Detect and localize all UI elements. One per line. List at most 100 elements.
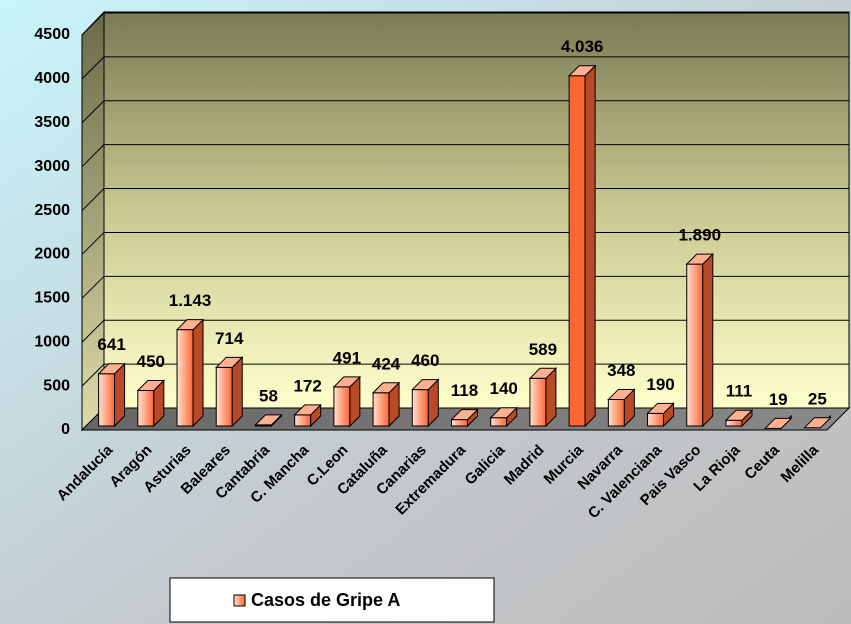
bar xyxy=(175,318,205,428)
bar-front xyxy=(686,263,704,427)
data-label: 348 xyxy=(607,361,635,380)
y-tick-label: 0 xyxy=(61,421,70,438)
bar xyxy=(607,388,636,428)
bar-front xyxy=(137,390,155,427)
bar xyxy=(803,414,832,430)
bar-top xyxy=(607,388,636,400)
bar-top xyxy=(254,414,283,426)
bar-front xyxy=(372,392,390,427)
bar xyxy=(450,408,479,428)
legend-box xyxy=(169,577,495,623)
data-label: 1.890 xyxy=(678,226,721,245)
data-label: 460 xyxy=(411,351,439,370)
bar-top xyxy=(489,407,518,419)
bar xyxy=(685,252,714,428)
y-tick-label: 3500 xyxy=(34,114,70,131)
bar-top xyxy=(803,417,832,429)
bar-side xyxy=(192,318,204,428)
bar-front xyxy=(215,366,233,427)
legend: Casos de Gripe A xyxy=(169,577,495,623)
y-tick-label: 3000 xyxy=(34,158,70,175)
legend-swatch xyxy=(233,594,246,607)
bar-side xyxy=(702,252,714,428)
y-tick-label: 2500 xyxy=(34,202,70,219)
grid-line xyxy=(81,231,849,255)
bar-front xyxy=(451,419,468,427)
data-label: 118 xyxy=(451,381,478,400)
bar-top xyxy=(646,402,675,414)
bar-front xyxy=(490,417,508,427)
bar xyxy=(763,414,793,430)
bar xyxy=(97,362,126,428)
y-tick-label: 4000 xyxy=(34,70,70,87)
data-label: 111 xyxy=(726,382,753,401)
back-wall xyxy=(103,11,850,409)
y-tick-label: 500 xyxy=(43,377,70,394)
bar-front xyxy=(607,398,625,427)
grid-line xyxy=(81,56,849,80)
data-label: 491 xyxy=(333,348,361,367)
data-label: 25 xyxy=(808,389,827,408)
data-label: 714 xyxy=(215,329,244,348)
legend-label: Casos de Gripe A xyxy=(251,590,400,610)
bar-top xyxy=(175,319,205,331)
bar xyxy=(215,356,244,428)
data-label: 424 xyxy=(372,354,401,373)
bar xyxy=(489,406,518,428)
y-tick-label: 2000 xyxy=(34,246,70,263)
bar xyxy=(254,413,283,428)
bar-front xyxy=(568,75,586,427)
bar-top xyxy=(97,363,126,375)
data-label: 140 xyxy=(490,379,518,398)
bar-front xyxy=(294,414,312,427)
bar xyxy=(646,402,675,428)
bar-top xyxy=(528,367,558,379)
bar xyxy=(332,375,362,428)
bar-top xyxy=(215,356,244,368)
data-label: 4.036 xyxy=(561,37,604,56)
bar xyxy=(136,379,166,428)
bar-front xyxy=(529,377,547,427)
bar-side xyxy=(114,362,126,428)
bar xyxy=(371,381,401,428)
bar xyxy=(528,367,558,428)
bar-side xyxy=(584,64,596,428)
bar-front xyxy=(411,389,429,427)
bar-front xyxy=(647,412,665,427)
data-label: 450 xyxy=(137,352,165,371)
bar xyxy=(567,64,597,428)
bar-top xyxy=(724,409,754,421)
bar-side xyxy=(231,356,243,428)
grid-line xyxy=(81,363,849,387)
y-tick-label: 1500 xyxy=(34,290,70,307)
bar xyxy=(411,378,440,428)
bar-front xyxy=(725,419,743,427)
data-label: 58 xyxy=(259,386,278,405)
bar-front xyxy=(98,373,116,427)
bar-front xyxy=(176,329,194,427)
data-label: 641 xyxy=(97,335,125,354)
grid-line xyxy=(81,144,849,168)
bar-top xyxy=(567,65,597,77)
data-label: 589 xyxy=(529,340,557,359)
grid-line xyxy=(81,188,849,211)
bar-top xyxy=(293,404,322,416)
grid-line xyxy=(81,319,849,343)
grid-line xyxy=(81,275,849,299)
bar-top xyxy=(332,376,362,388)
data-label: 190 xyxy=(646,375,674,394)
grid-line xyxy=(81,12,849,36)
bar-top xyxy=(371,382,401,394)
data-label: 19 xyxy=(769,390,788,409)
bar-top xyxy=(763,417,793,429)
grid-line xyxy=(81,100,849,124)
bar xyxy=(293,403,322,428)
bar-top xyxy=(685,253,714,265)
y-tick-label: 4500 xyxy=(34,26,70,43)
bar xyxy=(724,409,754,428)
data-label: 1.143 xyxy=(169,291,212,310)
bar-top xyxy=(450,409,479,421)
bar-top xyxy=(411,379,440,391)
bar-top xyxy=(136,380,166,391)
